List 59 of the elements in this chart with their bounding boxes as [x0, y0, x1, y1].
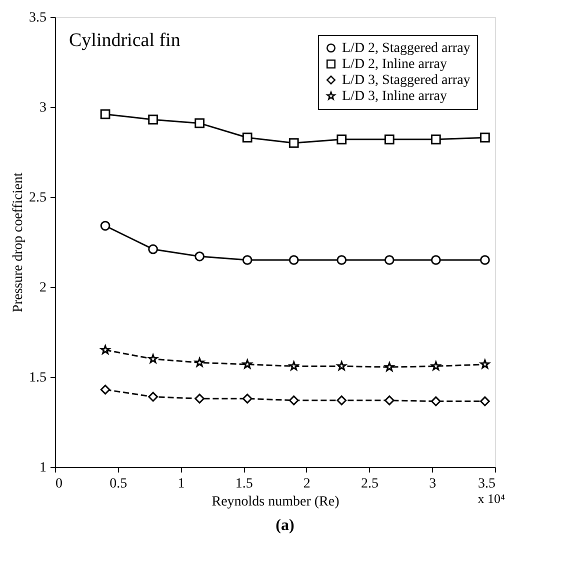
point [148, 354, 158, 364]
x-tick-label: 2 [303, 476, 310, 492]
y-tick-label: 3 [40, 100, 46, 116]
point [100, 109, 110, 120]
y-axis-title: Pressure drop coefficient [11, 172, 26, 312]
point [148, 392, 158, 402]
point [100, 384, 110, 395]
point [480, 132, 490, 143]
point [100, 220, 110, 231]
x-tick-label: 2.5 [361, 476, 379, 492]
point [288, 395, 299, 406]
point [336, 255, 347, 265]
legend-label: L/D 2, Inline array [342, 57, 447, 72]
point [194, 358, 204, 367]
x-tick-label: 1 [178, 476, 185, 492]
x-tick-label: 3.5 [478, 476, 496, 492]
point [242, 132, 252, 143]
legend-label: L/D 3, Inline array [342, 89, 447, 104]
y-tick-label: 1.5 [29, 370, 46, 386]
point [336, 134, 347, 144]
point [148, 114, 158, 125]
y-tick-label: 3.5 [29, 10, 46, 26]
x-tick-label: 3 [429, 476, 436, 492]
x-tick-label: 0 [56, 476, 62, 492]
legend-label: L/D 2, Staggered array [342, 41, 470, 56]
point [100, 345, 110, 354]
point [480, 255, 490, 265]
point [384, 362, 394, 372]
text: x 10⁴ [478, 491, 506, 506]
point [430, 255, 441, 265]
y-tick-label: 2 [40, 280, 46, 296]
point [289, 361, 299, 370]
legend-label: L/D 3, Staggered array [342, 73, 470, 88]
text: (a) [276, 517, 294, 534]
point [242, 359, 252, 369]
point [384, 255, 394, 265]
point [288, 255, 299, 265]
annotation: Cylindrical fin [69, 30, 181, 51]
point [242, 394, 252, 404]
x-axis-title: Reynolds number (Re) [212, 494, 340, 510]
point [336, 361, 346, 370]
point [336, 395, 347, 406]
y-tick-label: 2.5 [29, 190, 46, 206]
point [431, 361, 441, 370]
point [384, 395, 394, 406]
point [194, 118, 205, 128]
point [430, 396, 441, 406]
point [194, 394, 205, 404]
y-tick-label: 1 [40, 460, 46, 476]
point [430, 134, 441, 144]
x-tick-label: 1.5 [235, 476, 253, 492]
point [242, 255, 252, 265]
point [480, 396, 490, 406]
point [288, 138, 299, 148]
point [480, 359, 490, 369]
point [384, 134, 394, 144]
point [148, 244, 158, 254]
point [194, 251, 205, 262]
x-tick-label: 0.5 [110, 476, 128, 492]
